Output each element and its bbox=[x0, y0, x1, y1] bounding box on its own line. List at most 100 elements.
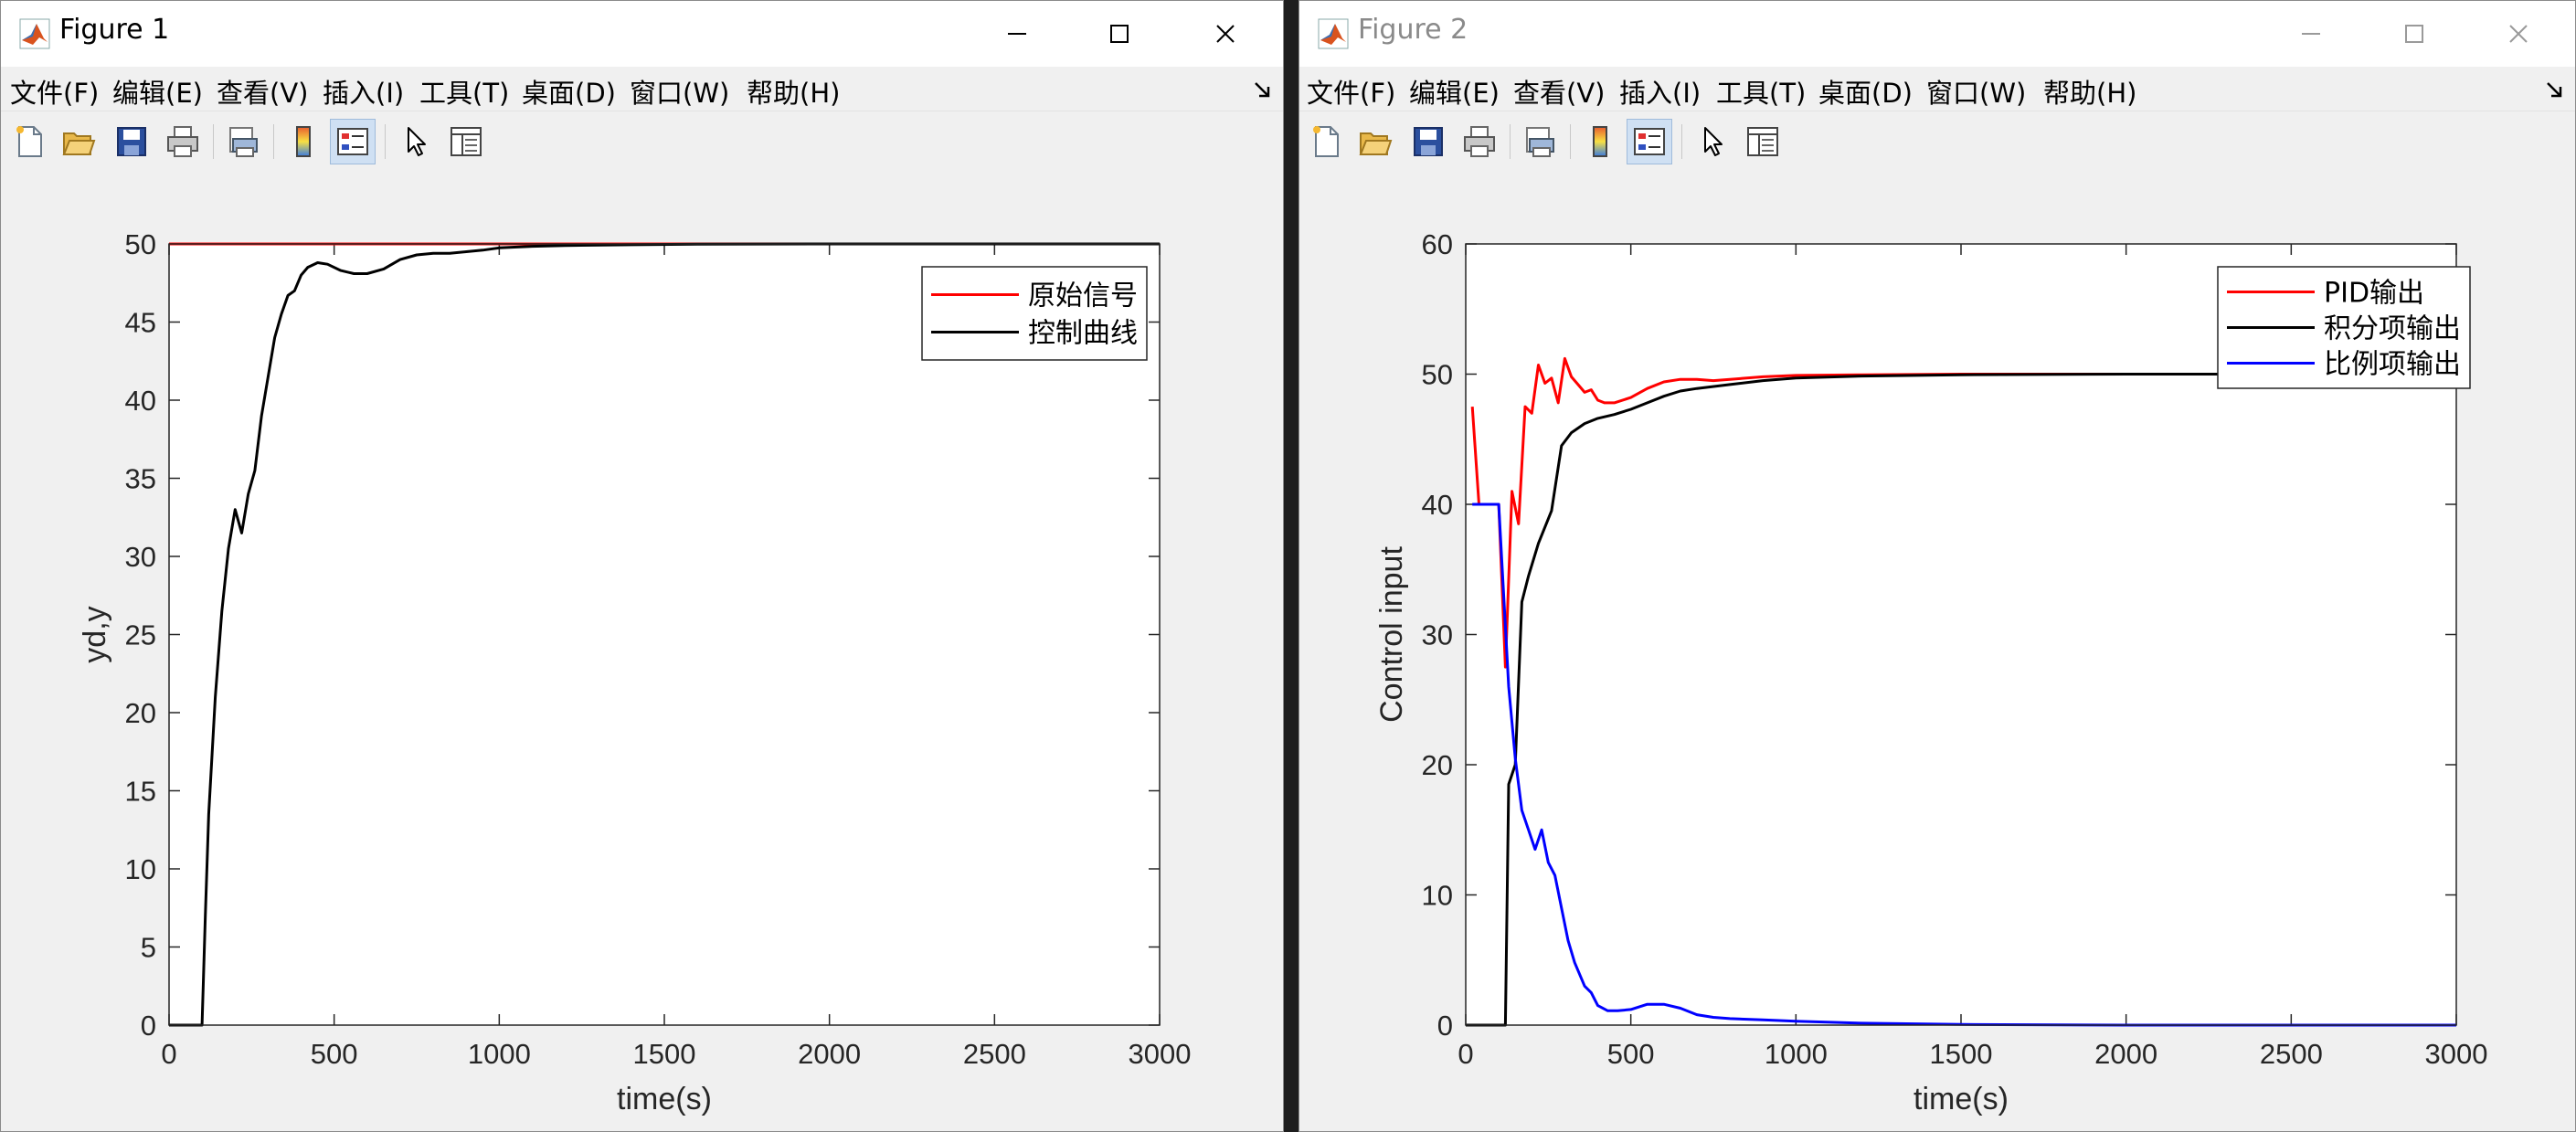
series-line-2 bbox=[1466, 373, 2456, 1027]
figure-canvas[interactable]: 0 500 1000 1500 2000 2500 3000 0 5 10 15 20 25 30 35 40… bbox=[1, 170, 1283, 1131]
colorbar-button[interactable] bbox=[1577, 119, 1623, 164]
figure-canvas[interactable]: 0 500 1000 1500 2000 2500 3000 0 10 20 30 40 50 60 tim… bbox=[1299, 170, 2575, 1131]
new-figure-button[interactable] bbox=[1303, 119, 1349, 164]
menu-view[interactable]: 查看(V) bbox=[1513, 78, 1606, 109]
x-axis-label: time(s) bbox=[617, 1082, 712, 1116]
close-icon bbox=[1216, 25, 1235, 43]
menu-tools[interactable]: 工具(T) bbox=[419, 78, 510, 109]
figure-2-window[interactable]: Figure 2 文件(F) 编辑(E) 查看(V) 插入(I) 工具(T) 桌… bbox=[1299, 0, 2576, 1132]
y-tick-label: 50 bbox=[125, 228, 156, 260]
close-button[interactable] bbox=[2498, 14, 2539, 54]
plot-area bbox=[169, 244, 1160, 1025]
dock-arrow-icon[interactable] bbox=[1252, 78, 1276, 101]
open-file-icon bbox=[62, 132, 96, 155]
print-preview-icon bbox=[229, 127, 258, 157]
new-figure-button[interactable] bbox=[6, 119, 52, 164]
chart-1[interactable]: 0 500 1000 1500 2000 2500 3000 0 5 10 15 20 25 30 35 40… bbox=[1, 170, 1283, 1132]
x-tick-label: 500 bbox=[311, 1038, 358, 1070]
x-tick-label: 1500 bbox=[1930, 1038, 1993, 1070]
menu-window[interactable]: 窗口(W) bbox=[630, 78, 730, 109]
colorbar-button[interactable] bbox=[281, 119, 326, 164]
menu-bar: 文件(F) 编辑(E) 查看(V) 插入(I) 工具(T) 桌面(D) 窗口(W… bbox=[1, 67, 1283, 111]
menu-help[interactable]: 帮助(H) bbox=[747, 78, 841, 109]
colorbar-icon bbox=[296, 126, 311, 157]
minimize-button[interactable] bbox=[2291, 14, 2331, 54]
title-bar[interactable]: Figure 1 bbox=[1, 1, 1283, 67]
menu-tools[interactable]: 工具(T) bbox=[1716, 78, 1807, 109]
colorbar-icon bbox=[1593, 126, 1607, 157]
matlab-logo-icon bbox=[19, 18, 50, 49]
series-line-2 bbox=[169, 242, 1160, 1027]
maximize-icon bbox=[1110, 25, 1129, 43]
menu-desktop[interactable]: 桌面(D) bbox=[1818, 78, 1913, 109]
print-preview-button[interactable] bbox=[220, 119, 266, 164]
legend-label-1: 原始信号 bbox=[1028, 280, 1138, 312]
edit-plot-button[interactable] bbox=[1691, 119, 1736, 164]
menu-edit[interactable]: 编辑(E) bbox=[112, 78, 203, 109]
title-bar[interactable]: Figure 2 bbox=[1299, 1, 2575, 67]
x-tick-label: 500 bbox=[1607, 1038, 1655, 1070]
menu-help[interactable]: 帮助(H) bbox=[2043, 78, 2137, 109]
open-file-button[interactable] bbox=[56, 119, 101, 164]
menu-insert[interactable]: 插入(I) bbox=[1619, 78, 1701, 109]
new-figure-icon bbox=[16, 126, 42, 157]
axes-box bbox=[168, 243, 1161, 1026]
menu-edit[interactable]: 编辑(E) bbox=[1409, 78, 1500, 109]
close-button[interactable] bbox=[1205, 14, 1246, 54]
menu-file[interactable]: 文件(F) bbox=[10, 78, 100, 109]
legend-box bbox=[921, 266, 1148, 361]
y-tick-label: 45 bbox=[125, 307, 156, 339]
save-button[interactable] bbox=[109, 119, 154, 164]
chart-2[interactable]: 0 500 1000 1500 2000 2500 3000 0 10 20 30 40 50 60 tim… bbox=[1299, 170, 2575, 1132]
print-button[interactable] bbox=[1457, 119, 1502, 164]
edit-plot-arrow-icon bbox=[1704, 127, 1723, 156]
series-line-1 bbox=[1470, 356, 2456, 669]
y-tick-label: 30 bbox=[1422, 619, 1453, 651]
window-title: Figure 2 bbox=[1358, 14, 1468, 46]
menu-desktop[interactable]: 桌面(D) bbox=[522, 78, 616, 109]
print-preview-button[interactable] bbox=[1517, 119, 1563, 164]
legend-button[interactable] bbox=[330, 119, 376, 164]
y-tick-label: 40 bbox=[125, 385, 156, 417]
minimize-button[interactable] bbox=[997, 14, 1037, 54]
legend-button[interactable] bbox=[1627, 119, 1672, 164]
figure-1-window[interactable]: Figure 1 文件(F) 编辑(E) 查看(V) 插入(I) 工具(T) 桌… bbox=[0, 0, 1284, 1132]
x-axis-label: time(s) bbox=[1913, 1082, 2009, 1116]
y-axis-label: yd,y bbox=[78, 606, 112, 662]
menu-insert[interactable]: 插入(I) bbox=[323, 78, 405, 109]
y-tick-label: 10 bbox=[125, 853, 156, 885]
y-tick-label: 15 bbox=[125, 776, 156, 808]
minimize-icon bbox=[2302, 33, 2320, 35]
maximize-button[interactable] bbox=[1099, 14, 1140, 54]
y-tick-label: 0 bbox=[141, 1010, 156, 1042]
x-tick-label: 0 bbox=[1458, 1038, 1473, 1070]
menu-window[interactable]: 窗口(W) bbox=[1926, 78, 2027, 109]
dock-arrow-icon[interactable] bbox=[2544, 78, 2568, 101]
y-tick-label: 50 bbox=[1422, 359, 1453, 391]
legend-icon bbox=[337, 128, 368, 155]
x-tick-label: 3000 bbox=[1129, 1038, 1192, 1070]
x-tick-label: 1000 bbox=[468, 1038, 531, 1070]
y-tick-label: 30 bbox=[125, 541, 156, 573]
x-tick-label: 1000 bbox=[1765, 1038, 1828, 1070]
x-tick-label: 2500 bbox=[2260, 1038, 2323, 1070]
y-tick-label: 25 bbox=[125, 619, 156, 651]
y-tick-label: 20 bbox=[1422, 749, 1453, 781]
maximize-icon bbox=[2405, 25, 2423, 43]
edit-plot-button[interactable] bbox=[394, 119, 440, 164]
y-tick-label: 60 bbox=[1422, 228, 1453, 260]
menu-view[interactable]: 查看(V) bbox=[217, 78, 309, 109]
print-preview-icon bbox=[1526, 127, 1554, 157]
x-tick-label: 0 bbox=[161, 1038, 176, 1070]
maximize-button[interactable] bbox=[2394, 14, 2434, 54]
print-button[interactable] bbox=[160, 119, 206, 164]
property-inspector-button[interactable] bbox=[443, 119, 489, 164]
y-axis-label: Control input bbox=[1374, 546, 1409, 723]
open-file-button[interactable] bbox=[1352, 119, 1398, 164]
menu-file[interactable]: 文件(F) bbox=[1307, 78, 1396, 109]
save-icon bbox=[1414, 127, 1443, 156]
save-button[interactable] bbox=[1405, 119, 1451, 164]
property-inspector-button[interactable] bbox=[1740, 119, 1786, 164]
